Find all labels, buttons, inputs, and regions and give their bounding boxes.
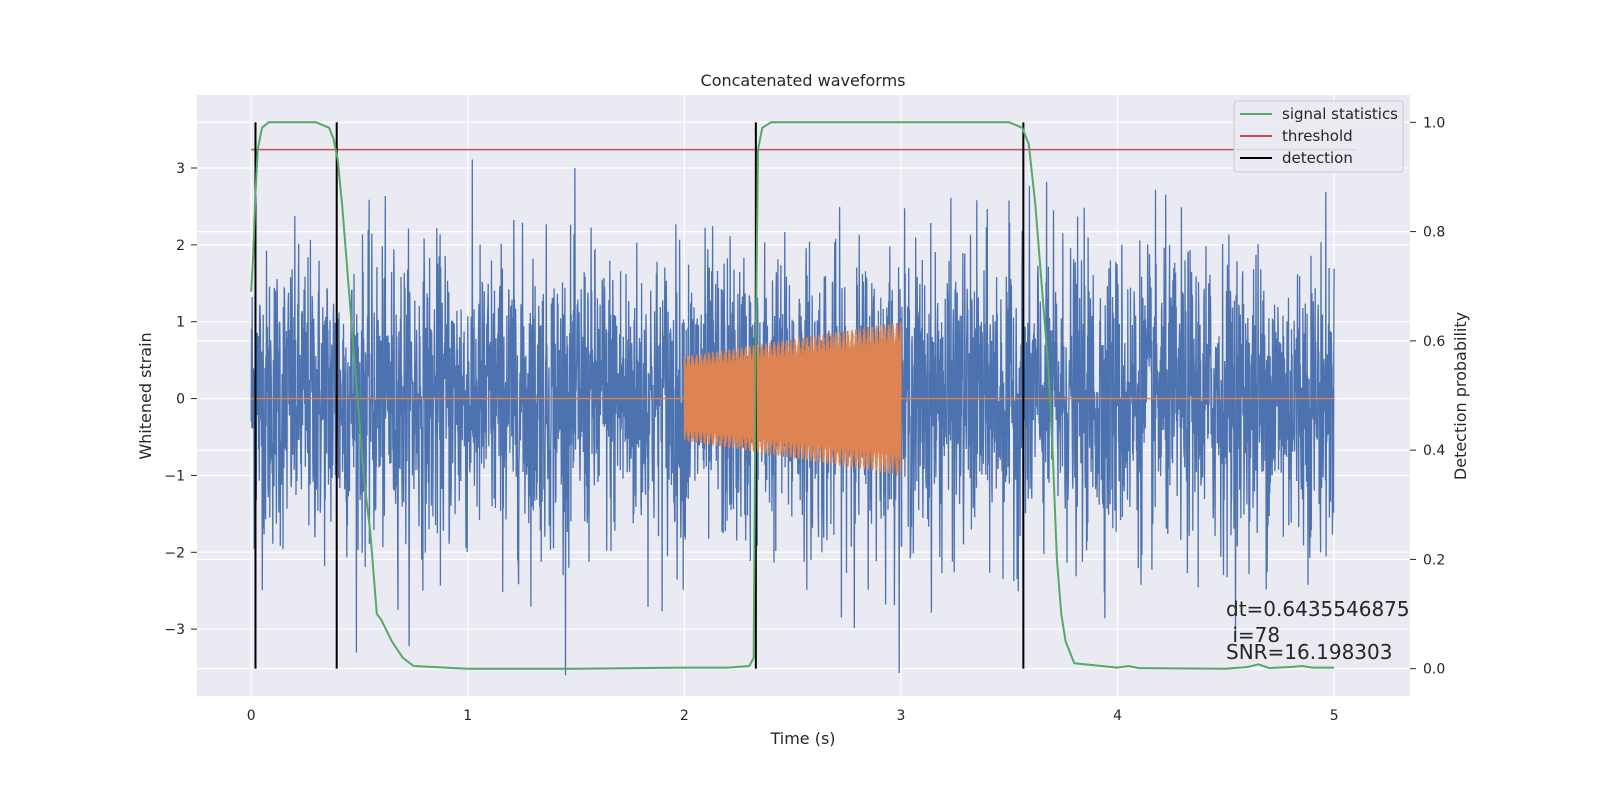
y-left-tick-label-5: 2	[176, 238, 185, 254]
legend-label-threshold: threshold	[1282, 127, 1353, 145]
y-right-tick-label-3: 0.6	[1423, 334, 1445, 350]
x-tick-label-3: 3	[897, 708, 906, 724]
annotation-dt: dt=0.6435546875	[1226, 597, 1410, 621]
annotation-i: i=78	[1226, 623, 1280, 647]
y-right-tick-label-4: 0.8	[1423, 225, 1445, 241]
y-left-tick-label-6: 3	[176, 161, 185, 177]
legend: signal statistics threshold detection	[1233, 100, 1404, 173]
y-right-tick-label-2: 0.4	[1423, 443, 1445, 459]
y-axis-label-left: Whitened strain	[136, 332, 155, 459]
y-right-tick-label-1: 0.2	[1423, 552, 1445, 568]
x-tick-label-1: 1	[463, 708, 472, 724]
x-tick-label-4: 4	[1113, 708, 1122, 724]
x-tick-label-2: 2	[680, 708, 689, 724]
legend-label-signal-statistics: signal statistics	[1282, 105, 1398, 123]
annotation-block: dt=0.6435546875 i=78 SNR=16.198303	[1226, 597, 1410, 664]
y-left-tick-label-1: −2	[164, 545, 185, 561]
x-tick-label-5: 5	[1330, 708, 1339, 724]
series-chirp-line	[251, 321, 1335, 475]
series-layer	[250, 121, 1356, 676]
chart-title: Concatenated waveforms	[701, 71, 906, 90]
y-right-tick-label-5: 1.0	[1423, 115, 1445, 131]
x-tick-label-0: 0	[247, 708, 256, 724]
x-axis-label: Time (s)	[769, 729, 835, 748]
legend-box	[1233, 100, 1404, 173]
axis-ticks: 0 1 2 3 4 5 −3 −2 −1 0 1 2 3 0.0 0.2 0.4 0.6 0.8 1.0	[164, 115, 1445, 724]
y-left-tick-label-0: −3	[164, 622, 185, 638]
annotation-snr: SNR=16.198303	[1226, 640, 1392, 664]
y-left-tick-label-2: −1	[164, 468, 185, 484]
legend-label-detection: detection	[1282, 149, 1353, 167]
y-left-tick-label-4: 1	[176, 315, 185, 331]
y-right-tick-label-0: 0.0	[1423, 662, 1445, 678]
series-signal-statistics-line	[250, 121, 1335, 670]
y-left-tick-label-3: 0	[176, 392, 185, 408]
y-axis-label-right: Detection probability	[1451, 312, 1470, 480]
